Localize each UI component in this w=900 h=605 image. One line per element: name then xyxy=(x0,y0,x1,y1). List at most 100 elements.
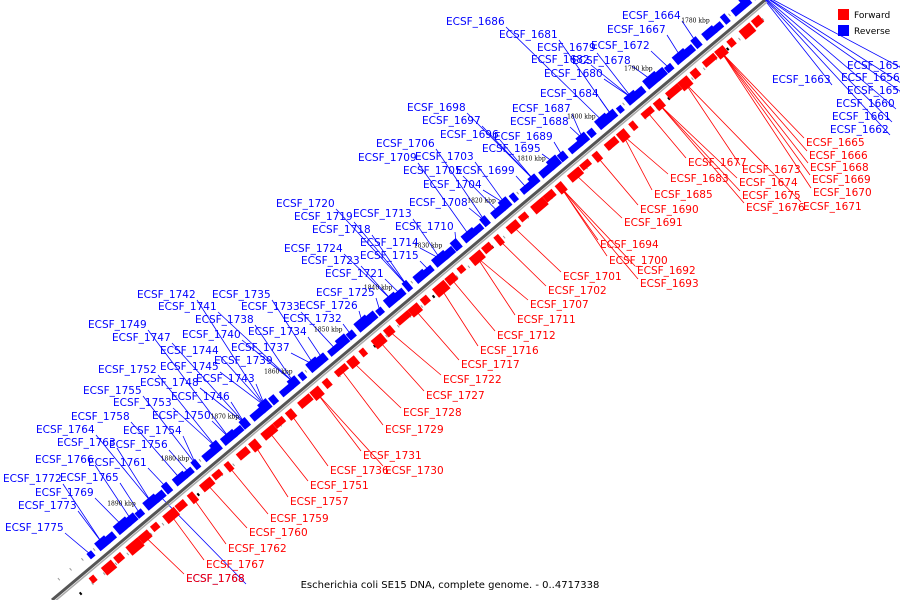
reverse-gene-feature xyxy=(449,238,463,252)
gene-connector xyxy=(352,361,402,409)
gene-label: ECSF_1677 xyxy=(688,157,747,169)
gene-connector xyxy=(505,26,604,122)
reverse-gene-feature xyxy=(134,508,146,519)
reverse-gene-feature xyxy=(497,196,513,212)
gene-label: ECSF_1665 xyxy=(806,137,865,149)
gene-label: ECSF_1669 xyxy=(812,174,871,186)
gene-connector xyxy=(144,536,185,575)
reverse-gene-feature xyxy=(423,264,435,276)
gene-label: ECSF_1773 xyxy=(18,500,77,512)
reverse-gene-feature xyxy=(738,0,753,9)
gene-connector xyxy=(172,407,217,448)
gene-label: ECSF_1679 xyxy=(537,42,596,54)
gene-label: ECSF_1672 xyxy=(591,40,650,52)
gene-label: ECSF_1756 xyxy=(109,439,168,451)
scale-dash-reverse xyxy=(622,102,625,106)
gene-label: ECSF_1769 xyxy=(35,487,94,499)
forward-gene-feature xyxy=(370,332,388,350)
scale-tick-label: 1850 kbp xyxy=(314,327,343,334)
reverse-gene-feature xyxy=(208,439,223,455)
gene-label: ECSF_1694 xyxy=(600,239,659,251)
reverse-gene-feature xyxy=(527,173,541,187)
scale-ticks: 1780 kbp 1790 kbp 1800 kbp 1810 kbp 1820 kbp… xyxy=(107,18,710,508)
gene-label: ECSF_1754 xyxy=(123,425,182,437)
scale-dash-forward xyxy=(102,572,106,576)
scale-dash-reverse xyxy=(198,458,202,462)
forward-gene-feature xyxy=(664,83,683,100)
gene-label: ECSF_1704 xyxy=(423,179,482,191)
reverse-gene-feature xyxy=(545,154,563,171)
scale-dash-forward xyxy=(420,304,424,308)
gene-label: ECSF_1656 xyxy=(841,72,900,84)
reverse-gene-feature xyxy=(238,417,252,430)
gene-connector xyxy=(157,374,217,448)
gene-label: ECSF_1724 xyxy=(284,243,343,255)
reverse-gene-feature xyxy=(160,481,174,495)
forward-gene-feature xyxy=(689,67,702,80)
gene-connector xyxy=(142,395,197,465)
gene-connector xyxy=(219,355,266,407)
gene-label: ECSF_1709 xyxy=(358,152,417,164)
gene-connector xyxy=(254,445,289,498)
forward-gene-feature xyxy=(677,75,694,92)
scale-tick-label: 1890 kbp xyxy=(107,501,136,508)
gene-label: ECSF_1723 xyxy=(301,255,360,267)
gene-connector xyxy=(769,0,900,92)
forward-gene-feature xyxy=(149,521,161,533)
reverse-gene-feature xyxy=(401,279,414,293)
gene-label: ECSF_1675 xyxy=(742,190,801,202)
gene-connector xyxy=(182,435,197,465)
reverse-gene-feature xyxy=(479,215,491,228)
gene-label: ECSF_1666 xyxy=(809,150,868,162)
gene-connector xyxy=(77,510,103,544)
gene-connector xyxy=(440,288,479,347)
gene-connector xyxy=(477,257,516,316)
gene-label: ECSF_1678 xyxy=(572,55,631,67)
gene-connector xyxy=(353,221,408,287)
scale-dash-forward xyxy=(78,591,83,596)
reverse-gene-feature xyxy=(182,466,195,479)
gene-label: ECSF_1712 xyxy=(497,330,556,342)
gene-label: ECSF_1671 xyxy=(803,201,862,213)
forward-gene-feature xyxy=(358,347,369,358)
gene-label: ECSF_1711 xyxy=(517,314,576,326)
gene-connector xyxy=(147,329,230,438)
forward-gene-feature xyxy=(530,196,549,215)
gene-label: ECSF_1715 xyxy=(360,250,419,262)
reverse-gene-feature xyxy=(412,268,429,285)
scale-dash-forward xyxy=(455,275,459,279)
scale-tick-label: 1800 kbp xyxy=(567,114,596,121)
gene-connector xyxy=(647,112,687,159)
reverse-gene-feature xyxy=(364,310,379,325)
reverse-gene-feature xyxy=(719,13,731,25)
gene-connector xyxy=(622,135,653,191)
scale-dash-forward xyxy=(385,334,388,338)
gene-label: ECSF_1744 xyxy=(160,345,219,357)
gene-label: ECSF_1696 xyxy=(440,129,499,141)
reverse-gene-feature xyxy=(663,62,675,74)
legend-forward-label: Forward xyxy=(854,11,890,21)
gene-label: ECSF_1695 xyxy=(482,143,541,155)
gene-connector xyxy=(341,369,384,426)
gene-connector xyxy=(590,64,632,99)
reverse-gene-feature xyxy=(153,489,167,503)
gene-label: ECSF_1720 xyxy=(276,198,335,210)
forward-gene-feature xyxy=(137,529,153,544)
scale-dash-forward xyxy=(396,324,400,328)
gene-label: ECSF_1681 xyxy=(499,29,558,41)
gene-connector xyxy=(116,447,152,503)
reverse-gene-feature xyxy=(316,352,329,366)
gene-label: ECSF_1764 xyxy=(36,424,95,436)
gene-label: ECSF_1697 xyxy=(422,115,481,127)
gene-label: ECSF_1700 xyxy=(609,255,668,267)
reverse-gene-feature xyxy=(634,85,647,98)
scale-dash-forward xyxy=(702,67,706,71)
gene-label: ECSF_1707 xyxy=(530,299,589,311)
gene-connector xyxy=(499,139,535,181)
scale-dash-forward xyxy=(761,17,765,21)
reverse-gene-feature xyxy=(268,394,280,406)
scale-tick-label: 1860 kbp xyxy=(264,369,293,376)
reverse-gene-feature xyxy=(286,375,301,390)
gene-label: ECSF_1663 xyxy=(772,74,831,86)
gene-connector xyxy=(343,253,392,301)
